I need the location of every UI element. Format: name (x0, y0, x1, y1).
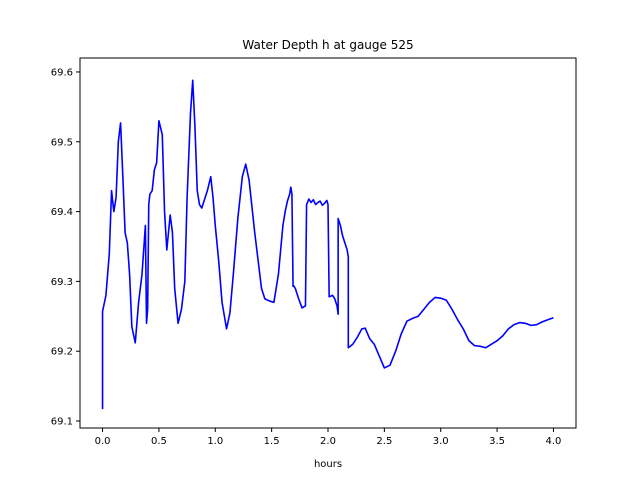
x-tick-label: 0.0 (95, 436, 111, 447)
x-tick-label: 3.0 (433, 436, 449, 447)
y-tick-label: 69.3 (51, 277, 73, 288)
series-layer (101, 79, 554, 410)
x-tick-label: 1.0 (207, 436, 223, 447)
x-tick-label: 4.0 (546, 436, 562, 447)
y-tick-label: 69.2 (51, 347, 73, 358)
x-tick-label: 0.5 (151, 436, 167, 447)
y-axis: 69.1 69.2 69.3 69.4 69.5 69.6 (51, 67, 80, 428)
series-line-0 (101, 79, 554, 410)
y-tick-label: 69.4 (51, 207, 73, 218)
x-axis-label: hours (314, 459, 342, 470)
x-tick-label: 2.5 (376, 436, 392, 447)
x-tick-label: 2.0 (320, 436, 336, 447)
y-tick-label: 69.6 (51, 67, 73, 78)
y-tick-label: 69.5 (51, 137, 73, 148)
x-tick-label: 3.5 (489, 436, 505, 447)
y-tick-label: 69.1 (51, 417, 73, 428)
chart-title: Water Depth h at gauge 525 (242, 38, 413, 52)
x-tick-label: 1.5 (264, 436, 280, 447)
x-axis: 0.0 0.5 1.0 1.5 2.0 2.5 3.0 3.5 4.0 (95, 428, 562, 447)
